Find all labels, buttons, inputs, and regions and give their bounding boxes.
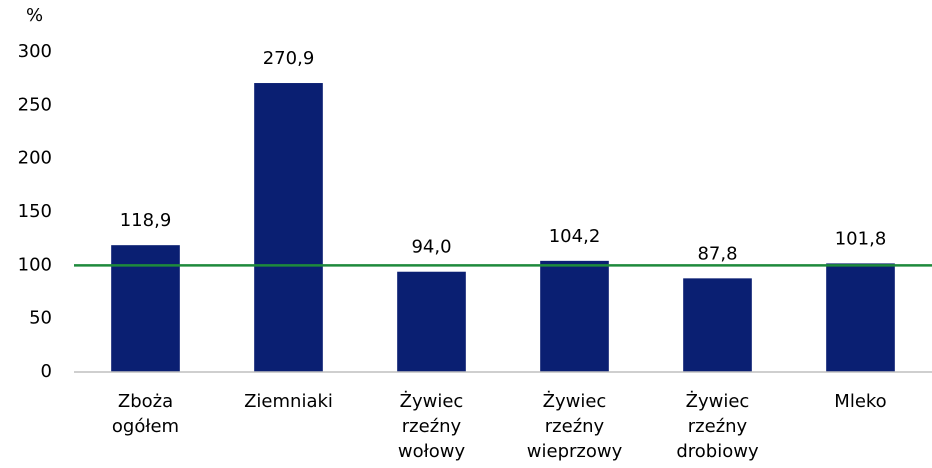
y-tick-label: 300 (18, 41, 52, 62)
bar (683, 278, 752, 372)
y-tick-label: 250 (18, 94, 52, 115)
bar (826, 263, 895, 372)
y-tick-label: 200 (18, 148, 52, 169)
value-label: 87,8 (697, 243, 737, 264)
value-label: 270,9 (263, 48, 315, 69)
y-axis-label: % (26, 5, 43, 26)
bar (540, 260, 609, 372)
x-tick-label: Zboża ogółem (112, 391, 179, 437)
value-label: 101,8 (835, 228, 887, 249)
x-tick-label: Ziemniaki (244, 391, 333, 412)
value-label: 104,2 (549, 226, 601, 247)
value-label: 94,0 (411, 237, 451, 258)
x-tick-label: Żywiec rzeźny drobiowy (676, 391, 759, 462)
x-tick-label: Żywiec rzeźny wieprzowy (527, 391, 623, 462)
bar (254, 83, 323, 372)
y-tick-label: 100 (18, 254, 52, 275)
value-label: 118,9 (120, 210, 172, 231)
y-tick-label: 50 (29, 308, 52, 329)
bar (397, 271, 466, 372)
y-tick-label: 150 (18, 201, 52, 222)
y-tick-label: 0 (41, 361, 52, 382)
x-tick-label: Mleko (834, 391, 886, 412)
x-tick-label: Żywiec rzeźny wołowy (398, 391, 466, 462)
